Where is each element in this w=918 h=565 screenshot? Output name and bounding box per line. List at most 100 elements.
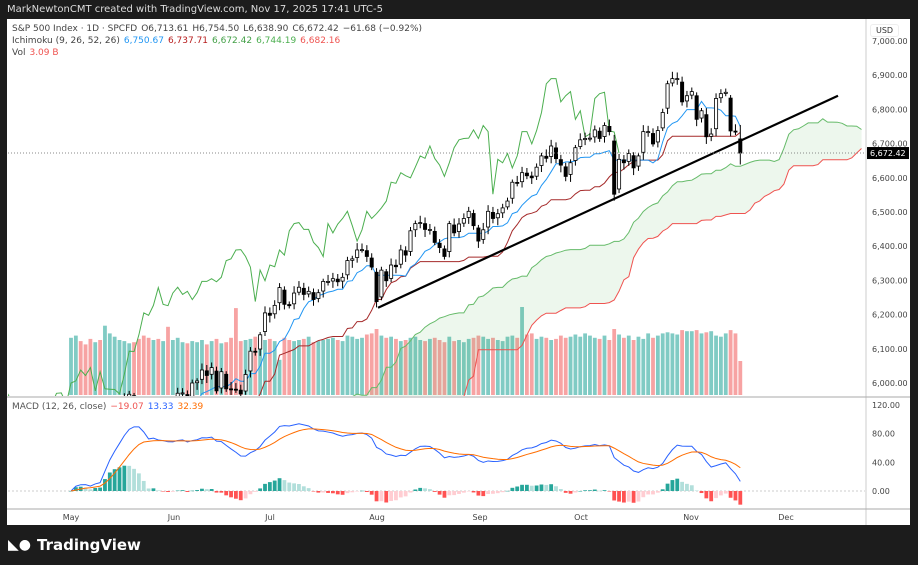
candle-body	[699, 110, 704, 119]
volume-bar	[306, 336, 311, 395]
candle-body	[612, 140, 617, 195]
macd-histogram-bar	[592, 489, 597, 491]
macd-histogram-bar	[107, 472, 112, 491]
macd-histogram-bar	[326, 491, 330, 493]
candle-body	[655, 130, 660, 143]
volume-bar	[389, 336, 393, 395]
volume-bar	[175, 337, 180, 395]
macd-histogram-bar	[331, 491, 335, 494]
candle-body	[631, 155, 636, 169]
volume-bar	[510, 335, 515, 395]
macd-series	[8, 423, 865, 505]
candle-body	[359, 249, 364, 252]
macd-histogram-bar	[714, 491, 718, 499]
macd-histogram-bar	[190, 490, 195, 492]
macd-histogram-bar	[156, 490, 161, 491]
candle-body	[437, 242, 442, 248]
candle-body	[258, 334, 263, 350]
candle-body	[539, 155, 544, 166]
macd-histogram-bar	[335, 491, 340, 495]
candle-body	[524, 172, 529, 177]
candle-body	[199, 369, 204, 380]
macd-histogram-bar	[253, 491, 258, 492]
volume-bar	[689, 331, 694, 395]
overlay	[8, 94, 866, 309]
volume-bar	[500, 341, 505, 395]
price-tick-label: 7,000.00	[872, 37, 908, 46]
macd-histogram-bar	[491, 491, 495, 494]
candle-body	[617, 158, 622, 190]
macd-histogram-bar	[689, 485, 694, 491]
candle-body	[253, 350, 258, 353]
macd-histogram-bar	[374, 491, 379, 502]
volume-bar	[607, 340, 612, 395]
macd-histogram-bar	[127, 465, 132, 491]
volume-bar	[263, 340, 267, 395]
candle-body	[152, 410, 155, 445]
macd-histogram-bar	[248, 491, 253, 495]
volume-bar	[394, 338, 398, 395]
volume-bar	[626, 335, 631, 395]
volume-bar	[161, 341, 166, 395]
candle-body	[626, 153, 631, 162]
volume-series	[69, 307, 743, 395]
volume-bar	[655, 335, 660, 395]
candle-body	[621, 159, 626, 164]
candle-body	[660, 112, 665, 129]
volume-bar	[476, 335, 481, 395]
candle-body	[432, 230, 437, 243]
ohlc-high: H6,754.50	[192, 24, 240, 34]
candle-body	[670, 78, 675, 84]
senkou-span-a-line	[352, 118, 862, 396]
volume-bar	[631, 340, 636, 395]
ichimoku-label[interactable]: Ichimoku (9, 26, 52, 26)	[12, 36, 120, 46]
kijun-value: 6,737.71	[167, 36, 209, 46]
macd-histogram-bar	[578, 490, 583, 492]
ohlc-open: O6,713.61	[141, 24, 189, 34]
volume-bar	[331, 337, 335, 395]
macd-histogram-bar	[660, 489, 665, 491]
macd-label[interactable]: MACD (12, 26, close)	[12, 402, 107, 412]
volume-bar	[83, 344, 88, 395]
macd-histogram-bar	[394, 491, 398, 501]
volume-label[interactable]: Vol	[12, 48, 26, 58]
price-tick-label: 6,400.00	[872, 242, 908, 251]
candle-body	[113, 420, 116, 422]
candle-body	[573, 147, 578, 161]
volume-bar	[622, 337, 626, 395]
candle-body	[583, 138, 588, 141]
macd-histogram-bar	[617, 491, 621, 502]
volume-bar	[267, 338, 272, 395]
candle-body	[74, 490, 77, 514]
macd-histogram-bar	[457, 491, 461, 494]
candle-body	[510, 181, 515, 199]
volume-bar	[558, 335, 563, 395]
macd-histogram-bar	[258, 488, 263, 491]
currency-button[interactable]: USD	[870, 24, 900, 37]
macd-line	[70, 423, 741, 492]
macd-histogram-bar	[520, 484, 524, 491]
macd-histogram-bar	[622, 491, 626, 503]
macd-histogram-bar	[282, 480, 287, 491]
macd-histogram-bar	[515, 486, 520, 491]
time-tick-label: Nov	[683, 513, 699, 522]
macd-histogram-bar	[316, 491, 321, 493]
volume-bar	[733, 333, 738, 395]
volume-bar	[379, 335, 384, 395]
candle-body	[243, 374, 248, 392]
macd-tick-label: 120.00	[872, 401, 900, 410]
volume-bar	[122, 341, 127, 395]
macd-histogram-bar	[452, 491, 457, 496]
candle-body	[311, 292, 316, 300]
volume-bar	[660, 333, 665, 395]
candle-body	[132, 395, 137, 396]
macd-histogram-bar	[234, 491, 238, 499]
candle-body	[515, 181, 520, 184]
candle-body	[296, 286, 301, 293]
volume-bar	[384, 337, 389, 395]
volume-bar	[520, 307, 524, 395]
volume-bar	[156, 338, 161, 395]
macd-histogram-bar	[655, 491, 660, 493]
candle-body	[568, 162, 573, 175]
